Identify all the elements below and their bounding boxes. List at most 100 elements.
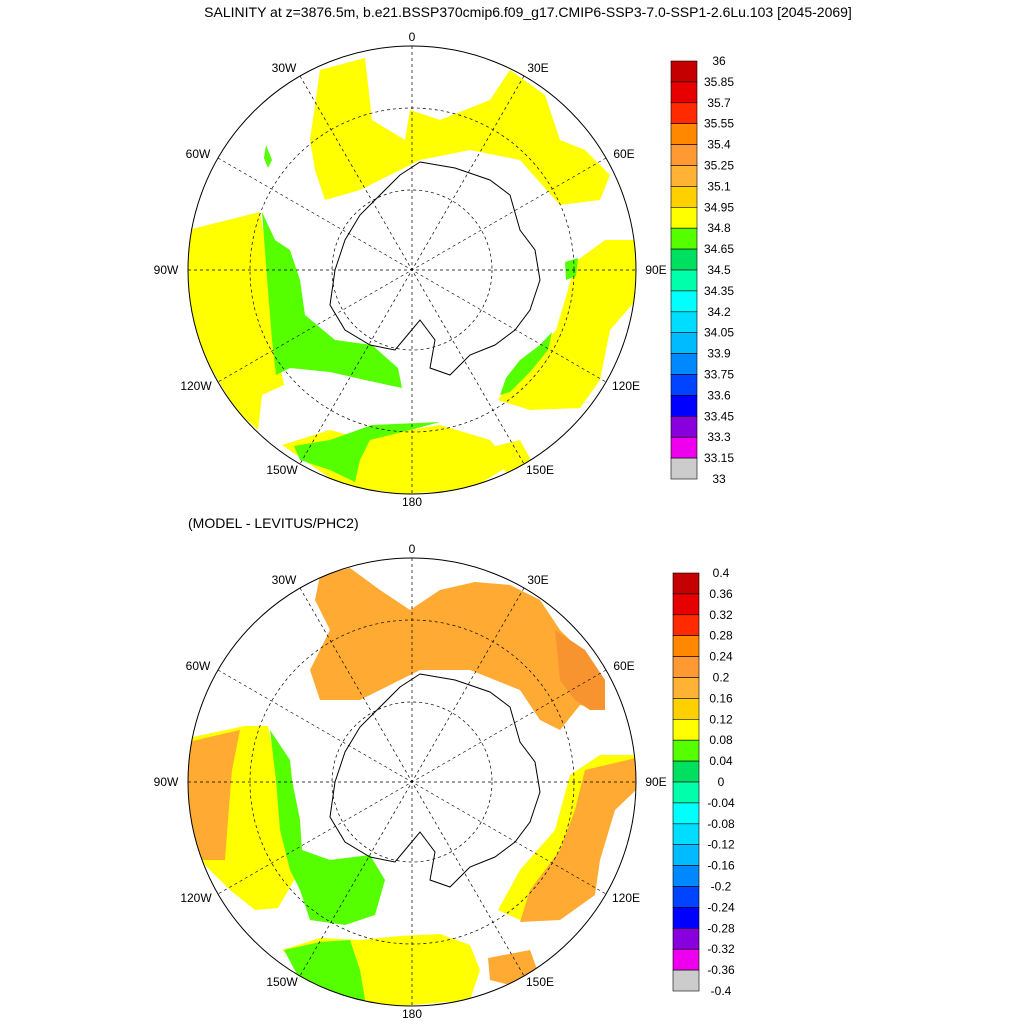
lon-label-0: 0: [409, 542, 416, 556]
top-colorbar-label: 35.55: [704, 117, 734, 131]
top-colorbar-box: [670, 60, 698, 83]
bottom-colorbar-box: [672, 698, 700, 720]
lon-label-150w: 150W: [266, 463, 298, 477]
bottom-lon-labels: 0 30E 60E 90E 120E 150E 180 150W 120W 90…: [154, 542, 667, 1021]
top-colorbar-label: 33.75: [704, 368, 734, 382]
bottom-colorbar-label: 0.04: [709, 754, 733, 768]
top-colorbar-label: 35.85: [704, 75, 734, 89]
bottom-colorbar-box: [672, 739, 700, 762]
lon-label-150e: 150E: [526, 975, 554, 989]
top-colorbar-label: 34.8: [707, 221, 731, 235]
bottom-colorbar-box: [672, 593, 700, 616]
lon-label-90e: 90E: [645, 775, 666, 789]
bottom-orange-west: [188, 730, 240, 860]
bottom-colorbar-box: [672, 948, 700, 971]
lon-label-180: 180: [402, 1007, 422, 1021]
top-colorbar-label: 34.5: [707, 263, 731, 277]
bottom-orange-east: [520, 758, 636, 922]
top-colorbar-label: 33.45: [704, 409, 734, 423]
top-colorbar-label: 36: [712, 54, 726, 68]
top-yellow-atlantic: [310, 58, 610, 205]
top-colorbar-label: 33: [712, 472, 726, 486]
top-green-east: [500, 332, 552, 395]
lon-label-90e: 90E: [645, 263, 666, 277]
top-colorbar-label: 34.2: [707, 305, 731, 319]
bottom-colorbar-box: [672, 907, 700, 929]
top-colorbar-box: [670, 269, 698, 292]
bottom-colorbar-box: [672, 614, 700, 637]
top-colorbar-label: 35.1: [707, 179, 731, 193]
bottom-colorbar-box: [672, 635, 700, 657]
top-colorbar-box: [670, 248, 698, 271]
top-colorbar-label: 33.15: [704, 451, 734, 465]
top-colorbar-box: [670, 123, 698, 145]
bottom-colorbar-box: [672, 572, 700, 595]
lon-label-30w: 30W: [272, 573, 297, 587]
bottom-colorbar-label: 0.32: [709, 608, 733, 622]
bottom-colorbar-label: 0.08: [709, 733, 733, 747]
bottom-colorbar-label: -0.2: [711, 880, 732, 894]
top-colorbar-label: 34.05: [704, 326, 734, 340]
lon-label-60w: 60W: [186, 147, 211, 161]
bottom-colorbar-label: 0.24: [709, 650, 733, 664]
top-green-patch: [565, 258, 578, 280]
lon-label-0: 0: [409, 30, 416, 44]
bottom-colorbar-box: [672, 844, 700, 866]
lon-label-120e: 120E: [612, 891, 640, 905]
top-colorbar-box: [670, 374, 698, 396]
top-colorbar-box: [670, 457, 698, 480]
lon-label-60e: 60E: [613, 147, 634, 161]
bottom-colorbar-label: -0.12: [707, 838, 735, 852]
top-polar-map: 0 30E 60E 90E 120E 150E 180 150W 120W 90…: [154, 30, 735, 509]
lon-label-150w: 150W: [266, 975, 298, 989]
bottom-colorbar-box: [672, 719, 700, 741]
bottom-green-ross: [270, 730, 385, 925]
top-colorbar-label: 34.35: [704, 284, 734, 298]
lon-label-120w: 120W: [180, 891, 212, 905]
top-colorbar-box: [670, 144, 698, 166]
top-colorbar-label: 35.25: [704, 159, 734, 173]
bottom-colorbar-box: [672, 781, 700, 804]
bottom-colorbar: 0.4 0.36 0.32 0.28 0.24 0.2 0.16 0.12 0.08 0.04 0 -…: [672, 566, 735, 998]
bottom-graticule: [188, 558, 636, 1006]
bottom-colorbar-box: [672, 656, 700, 678]
bottom-colorbar-label: 0.12: [709, 712, 733, 726]
top-lon-labels: 0 30E 60E 90E 120E 150E 180 150W 120W 90…: [154, 30, 667, 509]
lon-label-90w: 90W: [154, 263, 179, 277]
plot-title: SALINITY at z=3876.5m, b.e21.BSSP370cmip…: [204, 4, 852, 20]
top-colorbar-box: [670, 165, 698, 187]
lon-label-60w: 60W: [186, 659, 211, 673]
top-colorbar-label: 34.65: [704, 242, 734, 256]
top-green-ross: [262, 212, 402, 388]
top-colorbar-box: [670, 290, 698, 313]
bottom-colorbar-label: 0.16: [709, 691, 733, 705]
top-graticule: [188, 46, 636, 494]
difference-subtitle: (MODEL - LEVITUS/PHC2): [188, 515, 359, 531]
lon-label-120w: 120W: [180, 379, 212, 393]
top-colorbar-box: [670, 102, 698, 125]
bottom-polar-map: 0 30E 60E 90E 120E 150E 180 150W 120W 90…: [154, 542, 735, 1021]
bottom-colorbar-box: [672, 886, 700, 908]
bottom-colorbar-box: [672, 760, 700, 783]
bottom-colorbar-label: -0.04: [707, 796, 735, 810]
top-colorbar-box: [670, 227, 698, 250]
bottom-antarctica-outline: [329, 673, 541, 888]
lon-label-30e: 30E: [527, 573, 548, 587]
top-colorbar-label: 33.6: [707, 388, 731, 402]
lon-label-90w: 90W: [154, 775, 179, 789]
bottom-colorbar-label: 0.28: [709, 629, 733, 643]
top-colorbar-box: [670, 207, 698, 229]
bottom-colorbar-label: -0.24: [707, 900, 735, 914]
bottom-green-south: [284, 940, 365, 1002]
top-colorbar-box: [670, 186, 698, 208]
lon-label-150e: 150E: [526, 463, 554, 477]
lon-label-120e: 120E: [612, 379, 640, 393]
top-colorbar-label: 35.4: [707, 138, 731, 152]
bottom-colorbar-label: -0.32: [707, 942, 735, 956]
lon-label-60e: 60E: [613, 659, 634, 673]
bottom-colorbar-label: -0.16: [707, 859, 735, 873]
bottom-colorbar-label: 0.4: [713, 566, 730, 580]
bottom-colorbar-box: [672, 865, 700, 887]
bottom-colorbar-box: [672, 802, 700, 825]
top-colorbar: 36 35.85 35.7 35.55 35.4 35.25 35.1 34.95 34.8 34…: [670, 54, 734, 486]
